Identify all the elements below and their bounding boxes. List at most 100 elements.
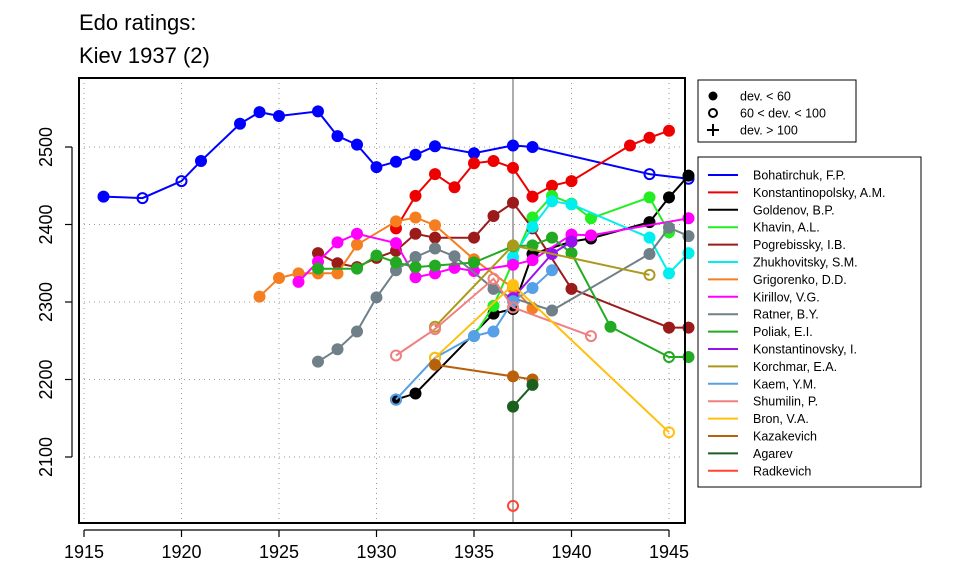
series-legend-label: Goldenov, B.P.	[753, 203, 835, 217]
data-point	[487, 325, 500, 338]
data-point	[253, 106, 266, 119]
x-tick-label: 1945	[649, 542, 689, 562]
x-tick-label: 1940	[551, 542, 591, 562]
data-point	[546, 179, 558, 192]
data-point	[312, 262, 324, 275]
series-legend-label: Kaem, Y.M.	[753, 377, 816, 391]
legend-marker-open-icon	[708, 108, 718, 118]
data-point	[409, 189, 422, 202]
series-legend-label: Korchmar, E.A.	[753, 360, 837, 374]
data-point	[468, 231, 480, 244]
data-point	[331, 236, 344, 249]
data-point	[624, 139, 636, 152]
y-tick-label: 2300	[36, 282, 56, 322]
data-point	[546, 231, 558, 244]
series-legend-label: Khavin, A.L.	[753, 221, 820, 235]
data-point	[507, 196, 519, 209]
series-group	[429, 278, 675, 439]
data-point	[351, 138, 363, 151]
data-point-open	[175, 175, 188, 188]
series-legend-label: Pogrebissky, I.B.	[753, 238, 846, 252]
series-group	[312, 231, 695, 364]
data-point	[487, 154, 500, 167]
data-point	[526, 282, 539, 295]
data-point	[507, 139, 519, 152]
grid	[79, 78, 685, 523]
series-legend-label: Konstantinovsky, I.	[753, 343, 857, 357]
series-group	[507, 499, 519, 512]
data-point	[370, 291, 383, 304]
data-point-open	[390, 349, 402, 362]
series-group	[97, 105, 695, 205]
data-point	[663, 321, 675, 334]
data-point	[663, 124, 675, 137]
data-point	[507, 161, 519, 174]
data-point	[604, 320, 617, 333]
series-legend-label: Radkevich	[753, 464, 811, 478]
data-point-open	[643, 268, 656, 281]
data-point	[253, 290, 266, 303]
data-point	[390, 215, 402, 228]
data-point	[97, 190, 110, 203]
data-point	[409, 251, 422, 264]
data-point	[507, 400, 519, 413]
series-legend-label: Kirillov, V.G.	[753, 290, 820, 304]
data-point-open	[663, 351, 675, 364]
data-point	[507, 278, 519, 291]
y-tick-label: 2100	[36, 437, 56, 477]
data-point	[429, 140, 441, 153]
data-point	[312, 105, 324, 118]
data-point	[195, 154, 207, 167]
data-point	[429, 358, 441, 371]
data-point	[526, 220, 539, 233]
data-point-open	[429, 323, 441, 336]
data-point	[312, 355, 324, 368]
y-axis: 2100 2200 2300 2400 2500	[36, 127, 73, 477]
data-point	[390, 155, 402, 168]
data-point-open	[487, 272, 500, 285]
data-point	[429, 259, 441, 272]
data-point	[429, 242, 441, 255]
data-point	[351, 238, 363, 251]
data-point	[448, 181, 461, 194]
x-tick-label: 1915	[64, 542, 104, 562]
series-legend-label: Ratner, B.Y.	[753, 308, 819, 322]
marker-legend: dev. < 60 60 < dev. < 100 dev. > 100	[697, 79, 857, 143]
x-axis: 1915 1920 1925 1930 1935 1940 1945	[64, 529, 689, 562]
data-point	[663, 191, 675, 204]
series-legend-label: Poliak, E.I.	[753, 325, 813, 339]
data-point-open	[585, 330, 597, 343]
data-point	[429, 168, 441, 181]
series-group	[429, 239, 656, 333]
data-point	[448, 250, 461, 263]
data-point	[429, 219, 441, 232]
data-point	[565, 198, 578, 211]
data-point	[351, 227, 363, 240]
data-point	[507, 370, 519, 383]
data-point	[409, 271, 422, 284]
data-point	[643, 247, 656, 260]
data-point	[390, 256, 402, 269]
plot-frame	[78, 77, 686, 524]
x-tick-label: 1935	[454, 542, 494, 562]
data-point	[331, 343, 344, 356]
series-layer	[97, 105, 695, 512]
data-point	[351, 262, 363, 275]
marker-legend-label: dev. < 60	[740, 90, 791, 104]
series-legend-label: Bohatirchuk, F.P.	[753, 169, 846, 183]
data-point-open	[663, 426, 675, 439]
series-group	[390, 272, 597, 362]
data-point	[390, 237, 402, 250]
series-legend-label: Agarev	[753, 447, 793, 461]
series-legend: Bohatirchuk, F.P. Konstantinopolsky, A.M.…	[697, 156, 922, 488]
data-point	[643, 191, 656, 204]
series-line	[395, 277, 592, 357]
data-point	[273, 271, 285, 284]
data-point	[526, 190, 539, 203]
data-point	[663, 221, 675, 234]
data-point	[292, 275, 305, 288]
data-point	[546, 195, 558, 208]
series-legend-label: Konstantinopolsky, A.M.	[753, 186, 885, 200]
series-legend-box	[697, 156, 922, 488]
series-group	[312, 196, 695, 334]
